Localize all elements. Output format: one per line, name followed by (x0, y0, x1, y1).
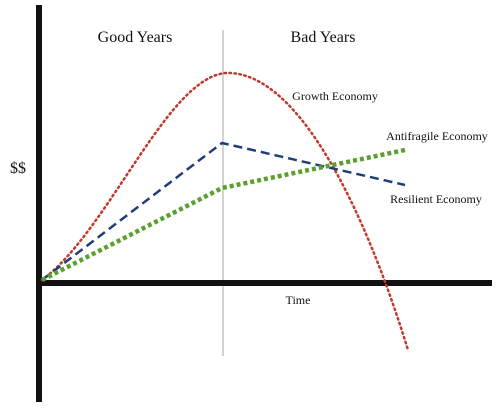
line-label: Growth Economy (292, 89, 378, 103)
left-header: Good Years (98, 29, 173, 46)
y-axis-label: $$ (10, 160, 26, 177)
line-label: Antifragile Economy (386, 129, 488, 143)
line-label: Resilient Economy (390, 192, 482, 206)
growth-curve (40, 71, 410, 352)
right-header: Bad Years (291, 29, 356, 46)
resilient-line (41, 141, 406, 281)
x-axis-label: Time (286, 293, 311, 307)
